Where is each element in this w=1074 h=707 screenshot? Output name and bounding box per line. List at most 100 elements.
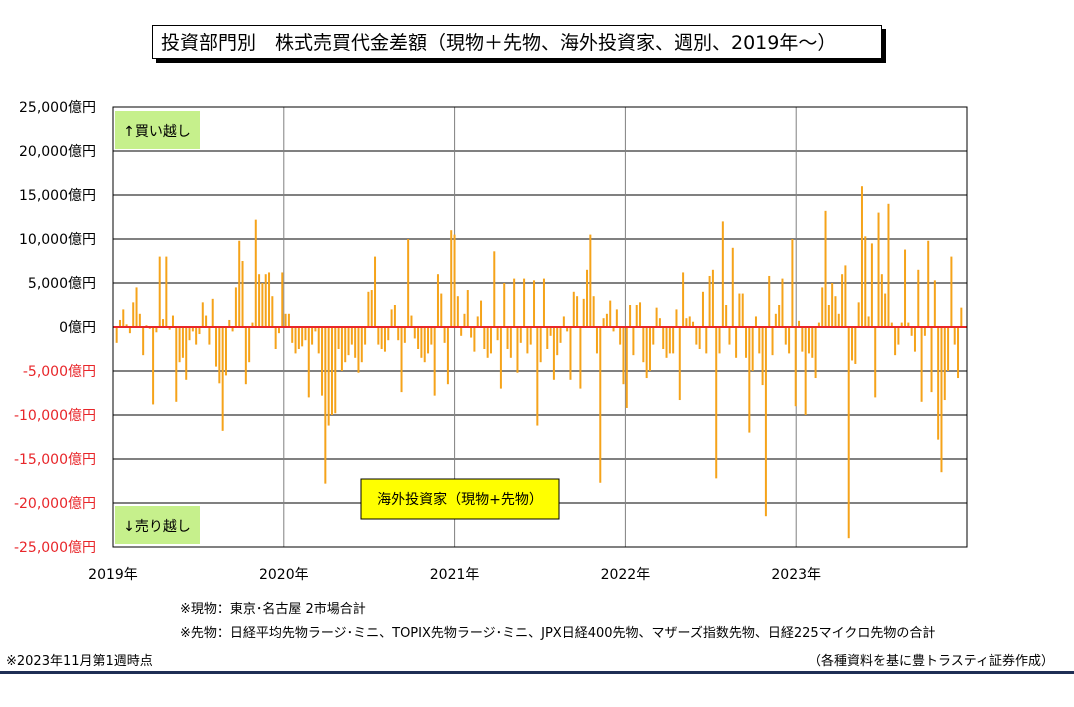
series-label-box — [360, 478, 560, 520]
bar — [473, 327, 476, 352]
bar — [913, 327, 916, 352]
bar — [804, 327, 807, 415]
bar — [692, 321, 695, 327]
bar — [460, 327, 463, 336]
bar — [602, 318, 605, 327]
bar — [615, 309, 618, 327]
bar — [556, 327, 559, 356]
y-tick-label: 5,000億円 — [28, 276, 96, 292]
bar — [168, 327, 171, 330]
bar — [864, 236, 867, 327]
bar — [470, 327, 473, 338]
bar — [228, 319, 231, 327]
bar — [705, 327, 708, 354]
bar — [195, 327, 198, 345]
bar — [761, 327, 764, 386]
bar — [115, 327, 118, 343]
bar — [357, 327, 360, 373]
bar — [171, 315, 174, 327]
bar — [440, 293, 443, 327]
bar — [287, 313, 290, 327]
bar — [582, 298, 585, 327]
bar — [539, 327, 542, 363]
y-tick-label: -15,000億円 — [14, 452, 96, 468]
bar — [198, 327, 201, 335]
bar — [721, 221, 724, 327]
bar — [138, 313, 141, 327]
bar — [297, 327, 300, 349]
bar — [496, 327, 499, 341]
bar — [128, 327, 131, 334]
bar — [374, 256, 377, 327]
bar — [443, 327, 446, 343]
bar — [499, 327, 502, 389]
bar — [923, 327, 926, 336]
bar — [645, 327, 648, 379]
bar — [208, 327, 211, 345]
bar — [662, 327, 665, 349]
bar — [221, 327, 224, 431]
bar — [158, 256, 161, 327]
bar — [284, 313, 287, 327]
bar — [768, 275, 771, 327]
bar — [751, 327, 754, 371]
bar — [185, 327, 188, 380]
bar — [218, 327, 221, 384]
bar — [529, 327, 532, 345]
bar — [423, 327, 426, 363]
bar — [735, 327, 738, 358]
bar — [950, 256, 953, 327]
bar — [244, 327, 247, 385]
bar — [672, 327, 675, 354]
bar — [748, 327, 751, 433]
bar — [781, 278, 784, 327]
x-tick-label: 2023年 — [771, 567, 821, 583]
bar — [599, 327, 602, 483]
bar — [403, 327, 406, 343]
bar — [264, 274, 267, 327]
bar — [334, 327, 337, 414]
bar — [489, 327, 492, 354]
x-tick-label: 2021年 — [430, 567, 480, 583]
bar — [380, 327, 383, 349]
bar — [960, 307, 963, 327]
bar — [778, 305, 781, 327]
bar — [344, 327, 347, 363]
bar — [165, 256, 168, 327]
bar — [595, 327, 598, 354]
bar — [261, 283, 264, 327]
bar — [552, 327, 555, 380]
bar — [682, 272, 685, 327]
bar — [125, 324, 128, 327]
bar — [135, 287, 138, 327]
bar — [377, 327, 380, 345]
bar — [162, 319, 165, 327]
bar — [847, 327, 850, 539]
bar — [831, 283, 834, 327]
bar — [367, 291, 370, 327]
y-tick-label: 20,000億円 — [19, 144, 96, 160]
bar — [330, 327, 333, 415]
bar — [175, 327, 178, 402]
bar — [516, 327, 519, 373]
bar — [417, 327, 420, 349]
bar — [383, 327, 386, 352]
bar — [854, 327, 857, 364]
bar — [317, 327, 320, 354]
bar — [897, 327, 900, 345]
bar — [894, 327, 897, 356]
bar — [745, 327, 748, 358]
bar — [851, 327, 854, 361]
x-tick-label: 2020年 — [259, 567, 309, 583]
note-sakimono: ※先物：日経平均先物ラージ･ミニ、TOPIX先物ラージ･ミニ、JPX日経400先… — [180, 626, 936, 641]
bar — [224, 327, 227, 376]
bar — [493, 251, 496, 327]
bar — [917, 269, 920, 327]
buy-annotation-label: ↑買い越し — [123, 124, 191, 140]
bar — [708, 275, 711, 327]
bar — [420, 327, 423, 358]
bar — [390, 309, 393, 327]
bar — [711, 269, 714, 327]
bar — [234, 287, 237, 327]
bar — [907, 322, 910, 327]
